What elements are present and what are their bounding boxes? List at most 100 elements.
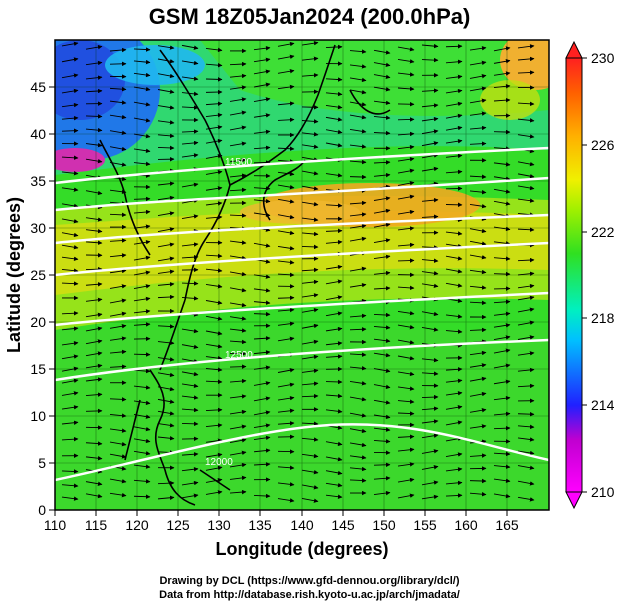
colorbar-tick-label: 218 <box>591 310 615 326</box>
streamline-arrow <box>445 493 463 498</box>
streamline-arrow <box>397 386 415 391</box>
streamline-arrow <box>469 74 487 79</box>
streamline-arrow <box>493 299 511 305</box>
streamline-arrow <box>493 97 511 103</box>
streamline-arrow <box>61 311 79 316</box>
streamline-arrow <box>205 253 223 259</box>
streamline-arrow <box>157 195 175 201</box>
streamline-arrow <box>253 82 271 88</box>
streamline-arrow <box>397 434 415 439</box>
streamline-arrow <box>85 217 103 222</box>
streamline-arrow <box>157 410 175 416</box>
streamline-arrow <box>205 438 223 443</box>
streamline-arrow <box>61 57 79 63</box>
streamline-arrow <box>373 196 391 201</box>
streamline-arrow <box>205 77 223 82</box>
streamline-arrow <box>517 450 535 456</box>
streamline-arrow <box>469 60 487 66</box>
streamline-arrow <box>469 453 487 458</box>
streamline-arrow <box>325 279 343 285</box>
streamline-arrow <box>397 324 415 330</box>
streamline-arrow <box>61 391 79 396</box>
streamline-arrow <box>421 166 439 172</box>
streamline-arrow <box>469 408 487 413</box>
streamline-arrow <box>517 70 535 75</box>
streamline-arrow <box>373 399 391 405</box>
streamline-arrow <box>61 171 79 176</box>
streamline-arrow <box>397 72 415 77</box>
streamline-arrow <box>253 212 271 218</box>
streamline-arrow <box>397 285 415 291</box>
streamline-arrow <box>61 244 79 250</box>
streamline-arrow <box>421 88 439 93</box>
streamline-arrow <box>277 117 295 123</box>
streamline-arrow <box>205 62 223 68</box>
height-contours <box>55 146 549 482</box>
streamline-arrow <box>397 46 415 52</box>
y-tick-label: 40 <box>30 126 46 142</box>
streamline-arrow <box>157 436 175 441</box>
streamline-arrow <box>205 153 223 159</box>
streamline-arrow <box>109 86 127 92</box>
streamline-arrow <box>229 240 247 245</box>
streamline-arrow <box>277 54 295 60</box>
streamline-arrow <box>277 321 295 326</box>
streamline-arrow <box>517 411 535 417</box>
streamline-arrow <box>301 132 319 137</box>
streamline-arrow <box>277 498 295 503</box>
streamline-arrow <box>325 239 343 245</box>
streamline-arrow <box>373 100 391 106</box>
streamline-arrow <box>205 367 223 372</box>
streamline-arrow <box>229 316 247 321</box>
streamline-arrow <box>373 414 391 420</box>
streamline-arrow <box>469 363 487 368</box>
streamline-arrow <box>181 480 199 486</box>
streamline-arrow <box>397 339 415 345</box>
streamline-arrow <box>61 218 79 224</box>
streamline-arrow <box>325 354 343 359</box>
streamline-arrow <box>325 341 343 346</box>
streamline-arrow <box>493 478 511 483</box>
streamline-arrow <box>85 44 103 50</box>
streamline-arrow <box>253 186 271 191</box>
streamline-arrow <box>253 57 271 63</box>
streamline-arrow <box>229 85 247 90</box>
streamline-arrow <box>229 364 247 369</box>
streamline-arrow <box>421 116 439 122</box>
streamline-arrow <box>61 326 79 331</box>
y-tick-label: 10 <box>30 408 46 424</box>
streamline-arrow <box>301 368 319 374</box>
streamline-arrow <box>253 113 271 118</box>
streamline-arrow <box>445 169 463 175</box>
y-tick-label: 35 <box>30 173 46 189</box>
streamline-arrow <box>277 408 295 413</box>
streamline-arrow <box>109 100 127 105</box>
streamline-arrow <box>373 427 391 432</box>
streamline-arrow <box>445 59 463 64</box>
streamline-arrow <box>397 156 415 162</box>
streamline-arrow <box>61 436 79 442</box>
streamline-arrow <box>445 378 463 384</box>
streamline-arrow <box>133 255 151 261</box>
streamline-arrow <box>397 411 415 416</box>
streamline-arrow <box>85 240 103 246</box>
colorbar-bottom-triangle <box>565 491 583 510</box>
streamline-arrow <box>85 88 103 94</box>
streamline-arrow <box>373 490 391 496</box>
streamline-arrow <box>229 302 247 308</box>
streamline-arrow <box>373 160 391 165</box>
streamline-arrow <box>61 256 79 262</box>
streamline-arrow <box>61 232 79 238</box>
streamline-arrow <box>493 451 511 457</box>
streamline-arrow <box>301 293 319 298</box>
streamline-arrow <box>205 125 223 130</box>
colorbar-tick-label: 230 <box>591 50 615 66</box>
streamline-arrow <box>301 185 319 191</box>
streamline-arrow <box>517 134 535 139</box>
streamline-arrow <box>445 101 463 107</box>
streamline-arrow <box>181 140 199 146</box>
streamline-arrow <box>229 125 247 131</box>
streamline-arrow <box>157 269 175 274</box>
streamline-arrow <box>301 267 319 273</box>
